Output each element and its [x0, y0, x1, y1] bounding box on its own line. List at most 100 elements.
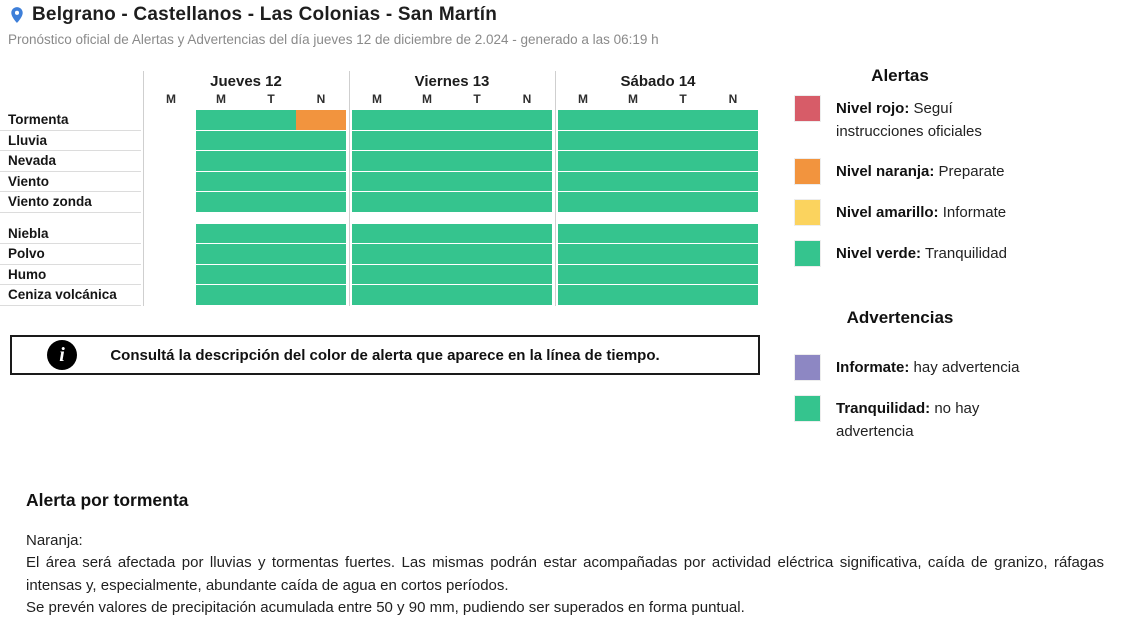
timeline-cell [558, 172, 608, 192]
timeline-cell [402, 265, 452, 285]
timeline-cell [502, 285, 552, 305]
legend-item-text: Informate: hay advertencia [836, 355, 1019, 379]
timeline-cell [708, 110, 758, 130]
timeline-cell [502, 131, 552, 151]
timeline-cell [658, 265, 708, 285]
timeline-cell [402, 192, 452, 212]
legend-item-text: Nivel rojo: Seguí instrucciones oficiale… [836, 96, 1033, 143]
timeline-cell [246, 192, 296, 212]
timeline-cell [296, 110, 346, 130]
timeline-cell [502, 110, 552, 130]
advertencias-legend-item: Tranquilidad: no hay advertencia [795, 396, 1033, 443]
row-label: Viento [0, 172, 141, 193]
timeline-cell [352, 131, 402, 151]
period-label: M [558, 92, 608, 107]
timeline-cell [352, 151, 402, 171]
timeline-cell [246, 244, 296, 264]
timeline-cell [658, 131, 708, 151]
timeline-cell [452, 192, 502, 212]
period-label: M [352, 92, 402, 107]
timeline-cell [296, 244, 346, 264]
advertencias-legend-item: Informate: hay advertencia [795, 355, 1033, 380]
timeline-cell [558, 151, 608, 171]
timeline-cell [658, 192, 708, 212]
timeline-cell [402, 244, 452, 264]
timeline-cell [196, 131, 246, 151]
legend-item-text: Nivel verde: Tranquilidad [836, 241, 1007, 265]
timeline-cell [196, 110, 246, 130]
timeline-cell [196, 151, 246, 171]
timeline-cell [402, 172, 452, 192]
day-period-labels: MMTN [146, 92, 346, 107]
timeline-cell [246, 172, 296, 192]
timeline-cell [502, 172, 552, 192]
timeline-cell [296, 285, 346, 305]
info-box-text: Consultá la descripción del color de ale… [110, 347, 659, 364]
timeline-cell [608, 265, 658, 285]
timeline-cell [246, 131, 296, 151]
timeline-cell [246, 224, 296, 244]
advertencias-legend-title: Advertencias [770, 308, 1030, 328]
alertas-legend-item: Nivel naranja: Preparate [795, 159, 1033, 184]
timeline-cell [558, 224, 608, 244]
timeline-cell [558, 131, 608, 151]
detail-level-label: Naranja: [26, 530, 1104, 552]
legend-color-swatch [795, 355, 820, 380]
legend-color-swatch [795, 200, 820, 225]
timeline-cell [502, 224, 552, 244]
timeline-cell [352, 244, 402, 264]
info-box: i Consultá la descripción del color de a… [10, 335, 760, 375]
period-label: N [502, 92, 552, 107]
timeline-cell [352, 224, 402, 244]
timeline-cell [196, 265, 246, 285]
timeline-cell [608, 285, 658, 305]
timeline-cell [452, 224, 502, 244]
timeline-cell [452, 172, 502, 192]
row-label: Nevada [0, 151, 141, 172]
timeline-cell [708, 244, 758, 264]
timeline-cell [608, 224, 658, 244]
timeline-cell [402, 110, 452, 130]
row-label: Lluvia [0, 131, 141, 152]
timeline-cell [402, 224, 452, 244]
alertas-legend-title: Alertas [770, 66, 1030, 86]
legend-color-swatch [795, 396, 820, 421]
detail-description: El área será afectada por lluvias y torm… [26, 552, 1104, 597]
timeline-cell [608, 172, 658, 192]
timeline-cell [352, 172, 402, 192]
legend-item-text: Nivel naranja: Preparate [836, 159, 1004, 183]
period-label: M [608, 92, 658, 107]
alertas-legend-item: Nivel rojo: Seguí instrucciones oficiale… [795, 96, 1033, 143]
timeline-cell [708, 265, 758, 285]
alertas-legend-item: Nivel verde: Tranquilidad [795, 241, 1033, 266]
detail-precipitation-note: Se prevén valores de precipitación acumu… [26, 597, 1104, 619]
timeline-cell [708, 172, 758, 192]
timeline-cell [352, 285, 402, 305]
timeline-cell [296, 131, 346, 151]
timeline-cell [708, 224, 758, 244]
timeline-cell [608, 192, 658, 212]
timeline-cell [452, 265, 502, 285]
timeline-cell [246, 110, 296, 130]
day-separator-line [555, 71, 556, 306]
timeline-cell [708, 192, 758, 212]
timeline-cell [608, 244, 658, 264]
timeline-cell [502, 244, 552, 264]
legend-item-text: Nivel amarillo: Informate [836, 200, 1006, 224]
timeline-cell [608, 151, 658, 171]
timeline-cell [558, 244, 608, 264]
timeline-cell [246, 285, 296, 305]
timeline-cell [296, 151, 346, 171]
timeline-cell [402, 131, 452, 151]
timeline-cell [402, 151, 452, 171]
period-label: M [402, 92, 452, 107]
timeline-cell [196, 224, 246, 244]
alert-forecast-page: Belgrano - Castellanos - Las Colonias - … [0, 0, 1129, 628]
period-label: M [146, 92, 196, 107]
timeline-cell [658, 224, 708, 244]
timeline-cell [296, 265, 346, 285]
legend-item-text: Tranquilidad: no hay advertencia [836, 396, 1033, 443]
timeline-cell [608, 131, 658, 151]
timeline-cell [196, 285, 246, 305]
day-separator-line [143, 71, 144, 306]
